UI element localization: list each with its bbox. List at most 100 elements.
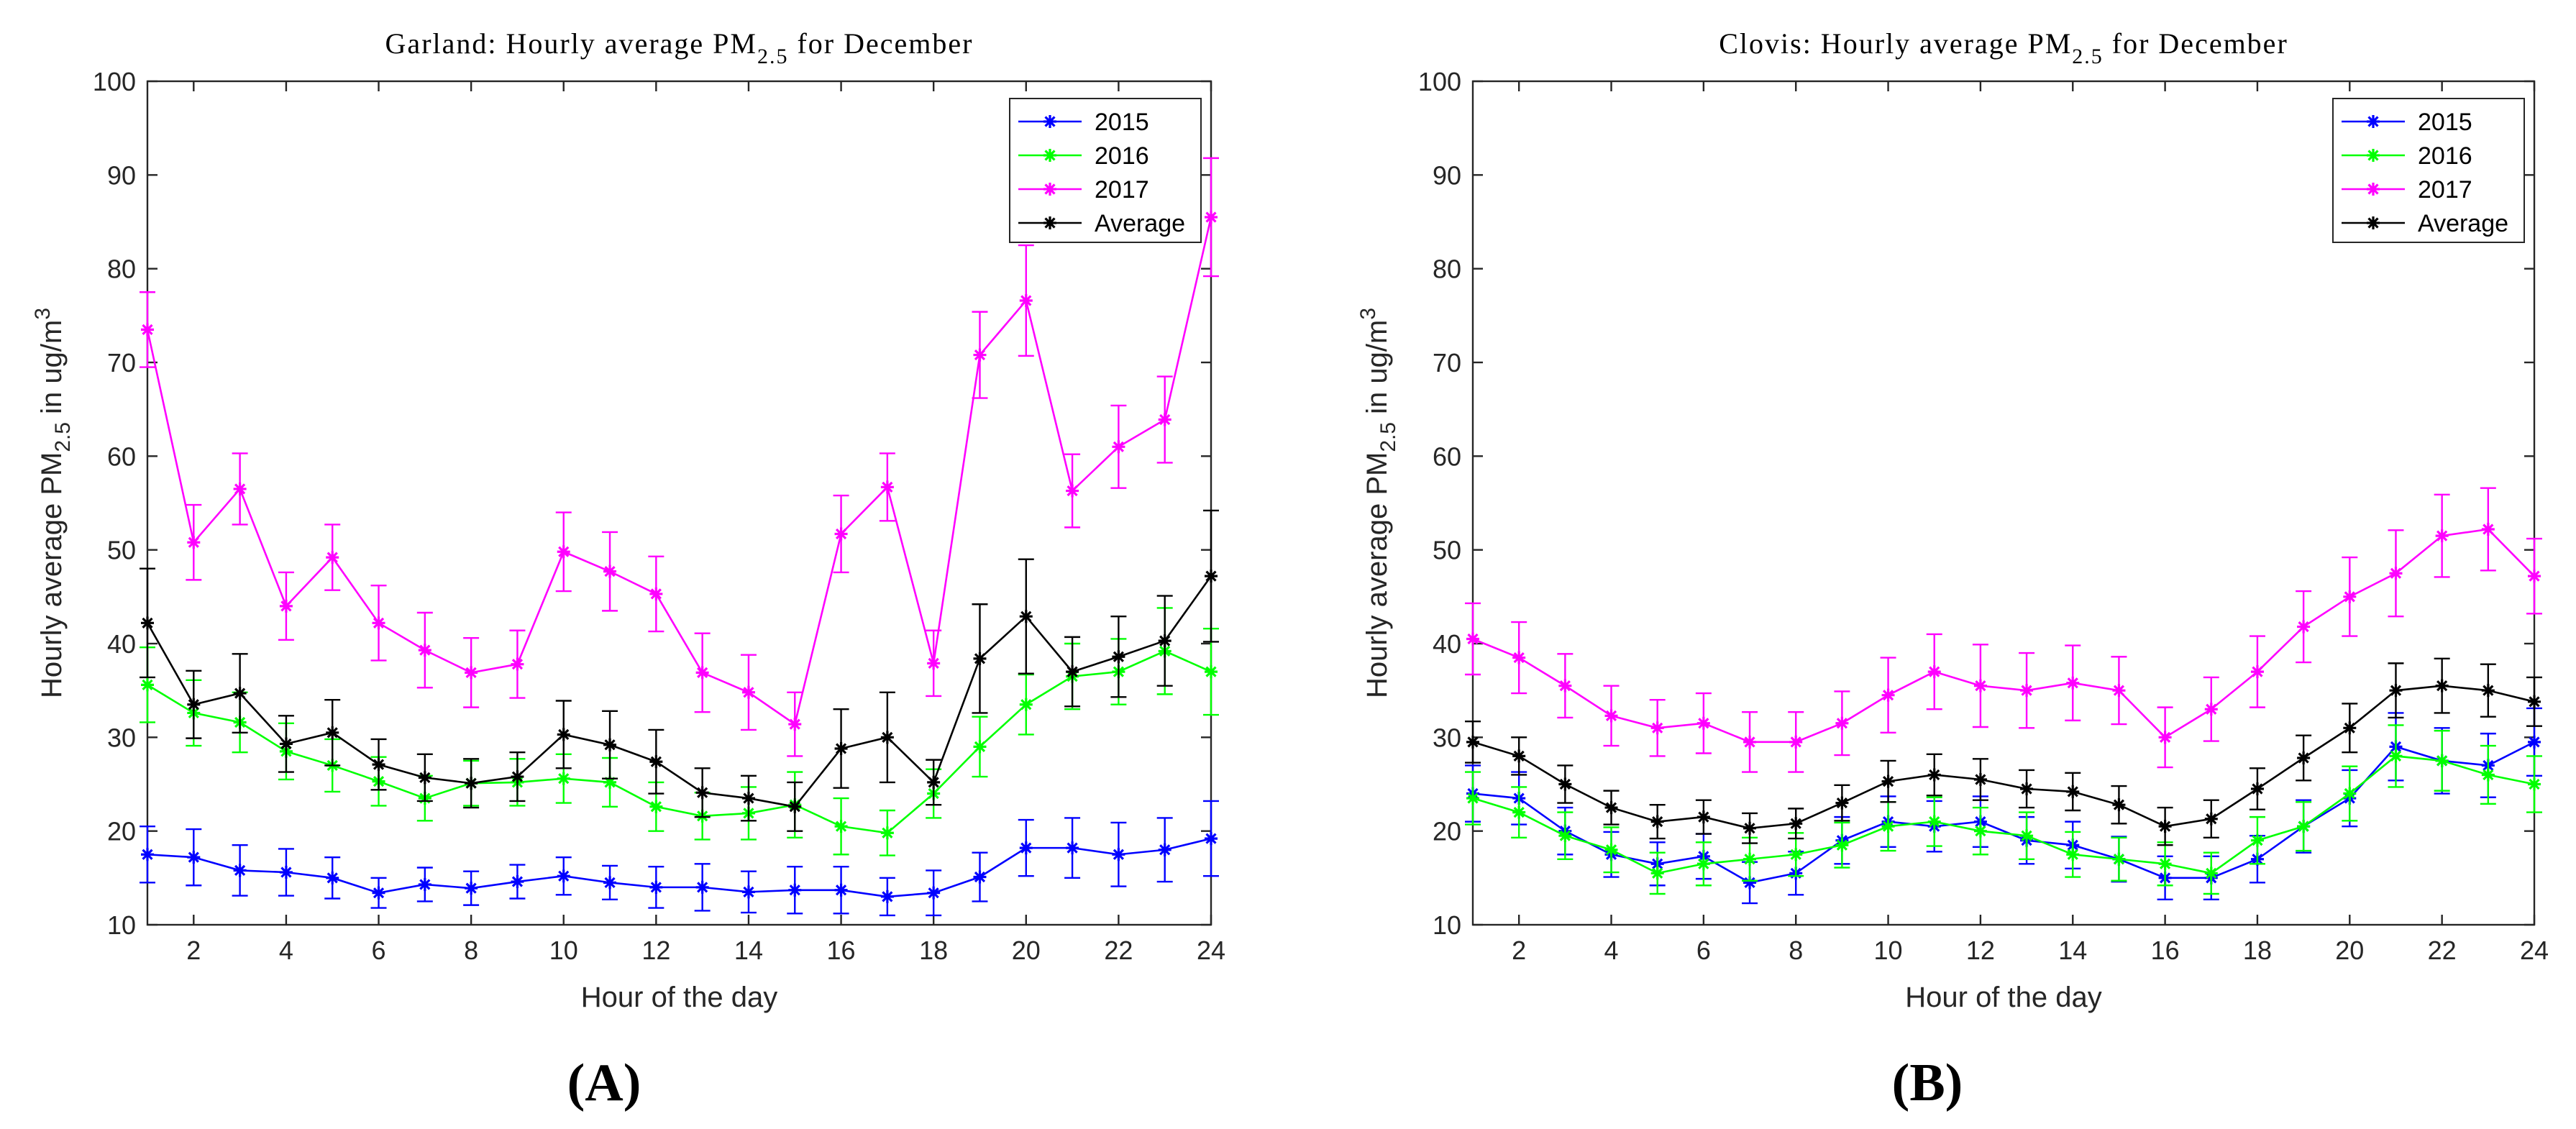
- data-point: [2297, 820, 2311, 833]
- data-point: [880, 480, 894, 494]
- data-point: [1789, 848, 1803, 861]
- data-point: [1558, 679, 1572, 693]
- data-point: [1019, 841, 1033, 855]
- legend-label: 2017: [1095, 176, 1149, 204]
- data-point: [141, 323, 154, 337]
- series-average: [140, 509, 1219, 832]
- legend: 2015 2016 2017 Average: [1009, 98, 1202, 243]
- data-point: [1650, 815, 1664, 828]
- data-point: [2528, 570, 2541, 583]
- legend-marker: [1043, 216, 1056, 229]
- data-point: [973, 740, 987, 754]
- data-point: [2112, 852, 2126, 866]
- data-point: [2343, 590, 2357, 603]
- x-tick-label: 12: [1966, 936, 1995, 965]
- data-point: [1512, 651, 1526, 664]
- series-2016: [1465, 724, 2542, 895]
- data-point: [2389, 684, 2403, 698]
- data-point: [603, 564, 617, 578]
- y-tick-label: 80: [1433, 255, 1461, 284]
- data-point: [649, 587, 663, 600]
- y-axis-label-sup: 3: [31, 308, 55, 320]
- data-point: [834, 883, 848, 897]
- y-tick-label: 20: [107, 817, 136, 846]
- chart-title: Garland: Hourly average PM2.5 for Decemb…: [385, 27, 974, 68]
- data-point: [834, 527, 848, 541]
- data-point: [2020, 782, 2034, 796]
- data-point: [2435, 754, 2449, 767]
- y-axis-label-text: Hourly average PM: [36, 452, 68, 698]
- data-point: [2297, 620, 2311, 634]
- data-point: [1743, 876, 1757, 890]
- y-tick-label: 50: [107, 536, 136, 565]
- data-point: [2528, 777, 2541, 791]
- data-point: [279, 866, 293, 879]
- data-point: [2250, 782, 2264, 796]
- x-tick-label: 14: [2058, 936, 2087, 965]
- data-point: [279, 599, 293, 613]
- x-tick-label: 24: [1197, 936, 1225, 965]
- data-point: [1973, 772, 1987, 786]
- data-point: [1604, 709, 1618, 723]
- series-line: [1472, 528, 2535, 744]
- data-point: [2204, 812, 2218, 826]
- series-line: [1472, 755, 2535, 874]
- data-point: [2297, 751, 2311, 765]
- data-point: [1835, 716, 1849, 730]
- data-point: [2481, 522, 2495, 536]
- data-point: [1789, 817, 1803, 831]
- legend-marker: [2367, 216, 2380, 229]
- data-point: [741, 885, 755, 899]
- panel-label: (A): [567, 1053, 641, 1112]
- data-point: [1696, 857, 1710, 871]
- data-point: [695, 786, 709, 800]
- data-point: [233, 687, 247, 700]
- data-point: [2158, 857, 2172, 871]
- data-point: [1881, 820, 1895, 833]
- data-point: [2020, 829, 2034, 843]
- plot-area: [1471, 80, 2536, 926]
- x-tick-label: 2: [1512, 936, 1526, 965]
- y-tick-label: 40: [107, 629, 136, 659]
- data-point: [741, 792, 755, 805]
- data-point: [1019, 610, 1033, 623]
- data-point: [973, 870, 987, 884]
- series-line: [147, 650, 1212, 834]
- data-point: [557, 869, 570, 883]
- data-point: [1743, 821, 1757, 835]
- data-point: [2204, 703, 2218, 716]
- data-point: [1066, 841, 1079, 855]
- data-point: [1881, 688, 1895, 702]
- panel-label: (B): [1892, 1053, 1963, 1112]
- x-tick-label: 18: [919, 936, 948, 965]
- x-tick-label: 2: [186, 936, 201, 965]
- data-point: [834, 820, 848, 833]
- legend-marker: [1043, 149, 1056, 162]
- x-tick-label: 14: [734, 936, 763, 965]
- data-point: [927, 886, 941, 900]
- data-point: [1558, 829, 1572, 843]
- data-point: [372, 886, 385, 900]
- data-point: [2528, 695, 2541, 708]
- x-tick-label: 8: [1789, 936, 1803, 965]
- data-point: [233, 864, 247, 877]
- y-tick-label: 100: [1418, 67, 1461, 96]
- data-point: [1650, 867, 1664, 880]
- series-average: [1465, 657, 2542, 846]
- data-point: [141, 848, 154, 861]
- y-tick-label: 10: [1433, 910, 1461, 940]
- data-point: [2066, 785, 2080, 798]
- data-point: [1158, 843, 1171, 856]
- data-point: [326, 726, 339, 739]
- chart-title-text: Clovis: Hourly average PM: [1719, 27, 2072, 60]
- data-point: [557, 728, 570, 741]
- data-point: [511, 770, 524, 784]
- data-point: [649, 800, 663, 813]
- data-point: [2112, 684, 2126, 698]
- data-point: [1835, 838, 1849, 852]
- data-point: [2250, 665, 2264, 679]
- legend-box: [1009, 98, 1202, 243]
- x-tick-label: 4: [279, 936, 293, 965]
- data-point: [2158, 731, 2172, 744]
